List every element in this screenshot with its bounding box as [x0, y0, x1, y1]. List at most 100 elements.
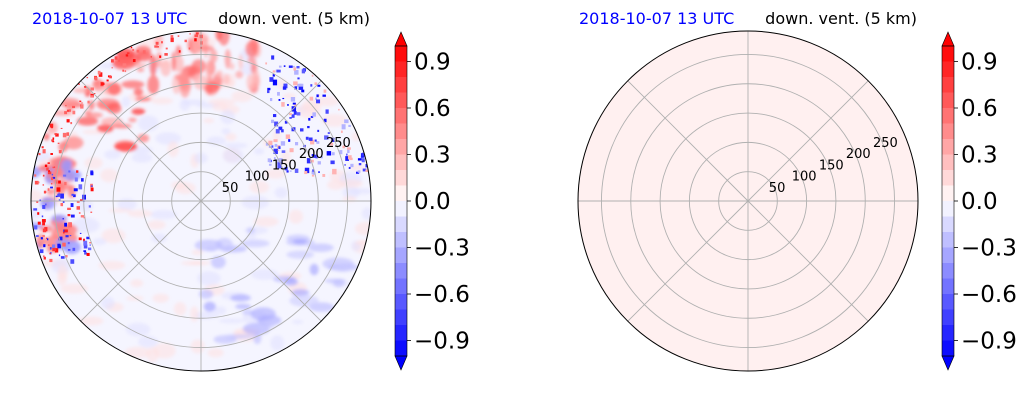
field-speck: [47, 162, 50, 164]
field-speck: [268, 140, 273, 145]
field-patch: [121, 96, 131, 108]
field-speck: [322, 94, 326, 97]
field-speck: [278, 158, 283, 164]
field-speck: [278, 146, 281, 150]
field-speck: [68, 109, 71, 112]
field-speck: [34, 225, 38, 230]
field-patch: [179, 98, 190, 111]
field-speck: [154, 45, 158, 48]
field-speck: [296, 112, 301, 116]
field-patch: [231, 90, 253, 103]
field-speck: [282, 97, 285, 100]
field-speck: [310, 159, 314, 163]
field-speck: [68, 170, 71, 173]
field-patch: [349, 188, 371, 195]
field-speck: [326, 151, 332, 156]
field-speck: [265, 142, 269, 146]
field-patch: [342, 196, 357, 203]
field-speck: [272, 74, 275, 77]
field-speck: [69, 235, 72, 237]
field-speck: [272, 79, 278, 86]
right-colorbar-ticks: 0.9 0.6 0.3 0.0 −0.3 −0.6 −0.9: [954, 50, 1017, 355]
field-speck: [73, 194, 76, 198]
field-patch: [203, 118, 215, 124]
field-patch: [215, 70, 223, 78]
field-speck: [300, 128, 304, 132]
field-speck: [155, 41, 159, 45]
right-colorbar-bands: [942, 46, 954, 357]
field-speck: [271, 55, 275, 60]
field-patch: [240, 239, 270, 248]
field-patch: [180, 261, 205, 266]
field-speck: [290, 96, 296, 102]
field-speck: [329, 142, 334, 146]
left-polar-frame: [30, 30, 372, 372]
field-patch: [221, 128, 231, 135]
field-speck: [43, 244, 46, 248]
field-patch: [125, 322, 151, 337]
right-colorbar-tick-label-0: 0.9: [961, 50, 998, 76]
field-patch: [327, 179, 345, 190]
field-speck: [188, 47, 191, 50]
right-colorbar-band-1: [942, 61, 954, 78]
left-radial-tick-label-4: 250: [326, 136, 351, 151]
left-grid-spoke-45: [200, 80, 322, 202]
field-patch: [149, 54, 157, 77]
field-speck: [64, 111, 68, 115]
field-speck: [64, 181, 67, 186]
field-speck: [177, 35, 180, 37]
left-radial-tick-label-2: 150: [272, 158, 297, 173]
field-patch: [175, 45, 182, 58]
field-patch: [151, 97, 174, 105]
left-colorbar-band-13: [395, 247, 407, 264]
field-patch: [214, 306, 227, 316]
right-colorbar-extend-min: [941, 355, 955, 371]
left-panel: 2018-10-07 13 UTC down. vent. (5 km) 50 1…: [30, 9, 470, 372]
field-patch: [191, 249, 204, 256]
field-patch: [131, 152, 153, 163]
field-speck: [357, 158, 362, 161]
field-speck: [287, 104, 289, 106]
right-colorbar-band-16: [942, 294, 954, 310]
field-speck: [170, 35, 174, 38]
field-speck: [57, 193, 60, 197]
field-speck: [78, 212, 81, 214]
field-speck: [331, 137, 335, 142]
field-speck: [58, 254, 61, 257]
field-speck: [296, 66, 300, 69]
field-speck: [358, 163, 362, 166]
field-patch: [31, 189, 43, 203]
field-speck: [80, 104, 84, 109]
field-patch: [31, 208, 42, 219]
field-patch: [241, 195, 270, 210]
left-colorbar-band-0: [395, 46, 407, 62]
field-speck: [278, 126, 283, 131]
field-patch: [160, 59, 171, 77]
left-colorbar-band-15: [395, 278, 407, 295]
field-speck: [292, 65, 295, 68]
field-speck: [150, 56, 152, 58]
field-speck: [278, 99, 281, 101]
field-speck: [281, 150, 286, 153]
field-speck: [71, 193, 74, 196]
field-speck: [64, 222, 67, 227]
field-speck: [271, 119, 275, 124]
right-radial-tick-label-1: 100: [792, 170, 817, 185]
right-colorbar-tick-label-6: −0.9: [961, 329, 1017, 355]
field-speck: [273, 139, 278, 143]
right-radial-tick-label-4: 250: [873, 136, 898, 151]
field-speck: [277, 149, 280, 151]
field-patch: [247, 57, 257, 64]
field-patch: [189, 306, 199, 322]
left-colorbar-bands: [395, 46, 407, 357]
field-speck: [87, 100, 90, 104]
field-speck: [282, 86, 287, 90]
field-speck: [284, 120, 288, 124]
field-patch: [173, 302, 187, 316]
field-patch: [280, 150, 291, 166]
left-polar-field: [31, 31, 371, 371]
field-speck: [308, 117, 311, 121]
field-speck: [272, 70, 276, 73]
right-colorbar-band-17: [942, 309, 954, 326]
field-speck: [161, 41, 163, 44]
